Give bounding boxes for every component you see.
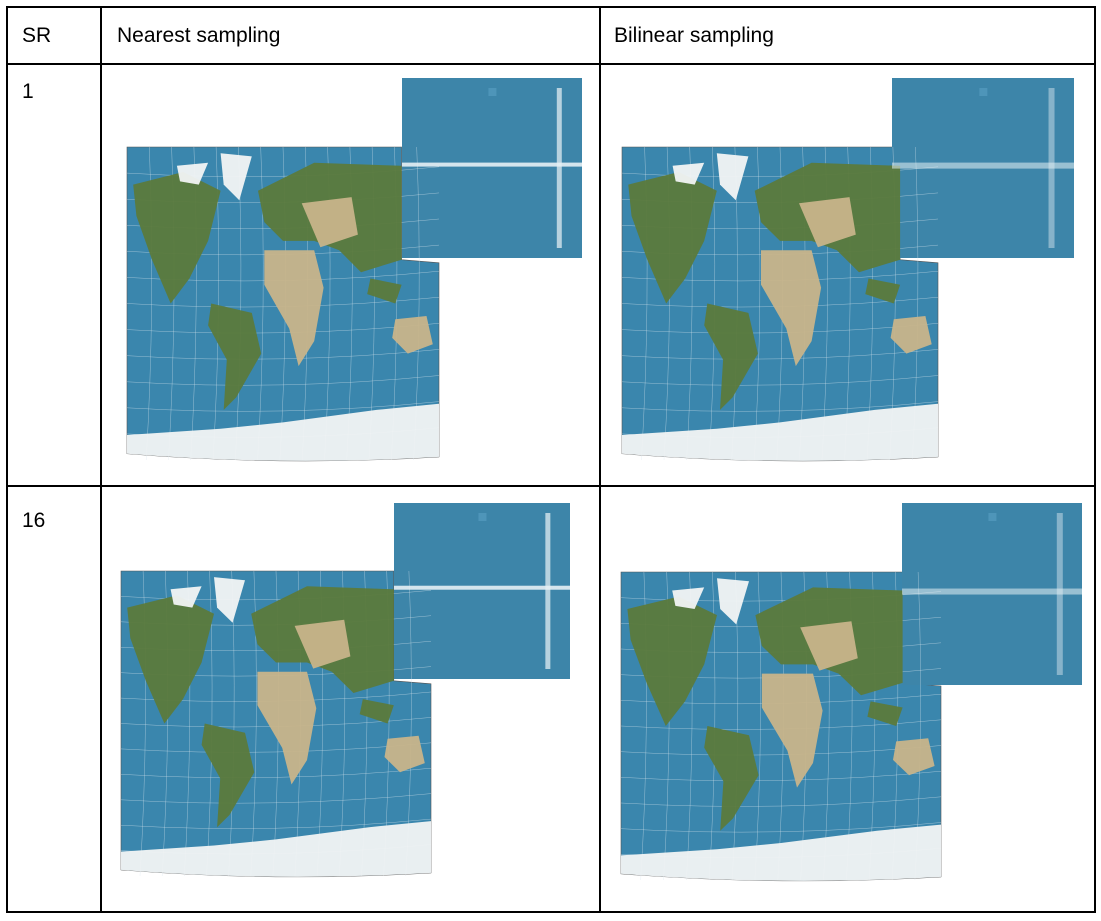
table-border-row1: [6, 485, 1096, 487]
header-sr: SR: [22, 24, 52, 47]
world-map-graphic: [126, 78, 582, 462]
row-label-sr-1: 1: [22, 80, 34, 103]
table-border-bottom: [6, 911, 1096, 913]
map-image-sr1-nearest: [100, 65, 599, 485]
map-image-sr16-nearest: [100, 487, 599, 911]
map-image-sr16-bilinear: [599, 487, 1094, 911]
table-border-col2: [599, 6, 601, 913]
table-border-left: [6, 6, 8, 913]
world-map-graphic: [621, 78, 1074, 462]
world-map-graphic: [120, 503, 570, 878]
table-border-right: [1094, 6, 1096, 913]
table-border-header: [6, 63, 1096, 65]
world-map-graphic: [620, 503, 1082, 882]
map-image-sr1-bilinear: [599, 65, 1094, 485]
table-border-top: [6, 6, 1096, 8]
row-label-sr-16: 16: [22, 509, 46, 532]
table-border-col1: [100, 6, 102, 913]
header-bilinear-sampling: Bilinear sampling: [614, 24, 774, 47]
header-nearest-sampling: Nearest sampling: [117, 24, 281, 47]
